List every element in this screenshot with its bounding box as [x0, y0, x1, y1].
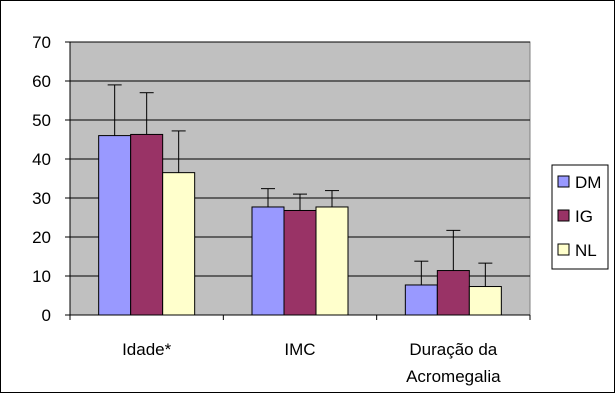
bar-nl [315, 206, 349, 316]
bar-dm [404, 284, 438, 316]
bar-nl [468, 286, 502, 316]
x-category-label: Duração da [409, 340, 497, 359]
bar-dm [98, 135, 132, 316]
y-tick-label: 0 [42, 306, 51, 325]
y-tick-label: 70 [32, 33, 51, 52]
legend-label-dm: DM [575, 173, 601, 192]
x-category-label: Acromegalia [406, 367, 501, 386]
bar-dm [251, 206, 285, 316]
bar-nl [162, 172, 196, 316]
legend-swatch-nl [557, 243, 570, 256]
legend-swatch-ig [557, 209, 570, 222]
y-tick-label: 60 [32, 72, 51, 91]
y-tick-label: 10 [32, 267, 51, 286]
legend: DM IG NL [551, 164, 609, 270]
bar-ig [283, 209, 317, 316]
bar-ig [436, 270, 470, 316]
legend-label-nl: NL [575, 241, 597, 260]
y-tick-label: 30 [32, 189, 51, 208]
legend-label-ig: IG [575, 207, 593, 226]
legend-swatch-dm [557, 175, 570, 188]
y-tick-label: 50 [32, 111, 51, 130]
bar-ig [130, 133, 164, 316]
y-tick-label: 40 [32, 150, 51, 169]
x-category-label: Idade* [122, 340, 172, 359]
x-category-label: IMC [284, 340, 315, 359]
y-tick-label: 20 [32, 228, 51, 247]
